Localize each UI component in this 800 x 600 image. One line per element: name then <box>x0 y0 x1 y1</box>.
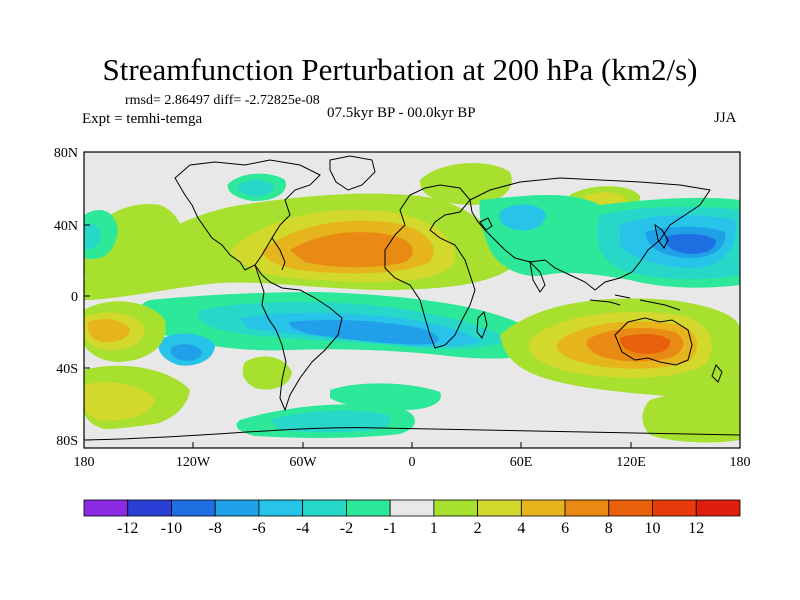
colorbar-swatch <box>564 499 610 517</box>
colorbar-swatch <box>258 499 304 517</box>
colorbar-label: 12 <box>688 520 704 537</box>
period-label: 07.5kyr BP - 00.0kyr BP <box>327 105 476 121</box>
colorbar-swatch <box>520 499 566 517</box>
colorbar-label: 4 <box>517 520 525 537</box>
lon-label-0: 0 <box>409 455 416 470</box>
colorbar-label: 1 <box>430 520 438 537</box>
lon-label-120e: 120E <box>616 455 646 470</box>
lon-label-180e: 180 <box>730 455 751 470</box>
colorbar-swatch <box>477 499 522 517</box>
contour-fill <box>84 162 740 448</box>
colorbar-label: -8 <box>209 520 222 537</box>
lat-label-0: 0 <box>71 290 78 305</box>
colorbar-swatch <box>652 499 697 517</box>
lon-label-180w: 180 <box>74 455 95 470</box>
tick-marks <box>83 151 741 448</box>
lat-label-80s: 80S <box>56 434 78 449</box>
coastlines <box>84 155 740 441</box>
season-label: JJA <box>714 110 737 126</box>
colorbar-swatch <box>127 499 172 517</box>
lon-label-60w: 60W <box>289 455 317 470</box>
colorbar-label: 8 <box>605 520 613 537</box>
lon-label-60e: 60E <box>510 455 533 470</box>
colorbar-label: 10 <box>645 520 661 537</box>
colorbar-swatch <box>171 499 216 517</box>
colorbar-swatch <box>214 499 260 517</box>
colorbar-label: 6 <box>561 520 569 537</box>
colorbar-swatch <box>83 499 129 517</box>
stats-text: rmsd= 2.86497 diff= -2.72825e-08 <box>125 93 320 108</box>
lon-label-120w: 120W <box>176 455 211 470</box>
colorbar-label: -1 <box>383 520 396 537</box>
lat-label-40s: 40S <box>56 362 78 377</box>
colorbar <box>83 499 741 517</box>
colorbar-labels: -12 -10 -8 -6 -4 -2 -1 1 2 4 6 8 10 12 <box>117 520 704 537</box>
colorbar-label: -2 <box>340 520 353 537</box>
colorbar-swatch <box>433 499 479 517</box>
colorbar-swatch <box>345 499 391 517</box>
colorbar-swatch <box>302 499 347 517</box>
colorbar-label: -6 <box>252 520 265 537</box>
colorbar-swatch <box>695 499 741 517</box>
lat-label-80n: 80N <box>54 146 78 161</box>
map-title: Streamfunction Perturbation at 200 hPa (… <box>102 52 698 87</box>
lat-label-40n: 40N <box>54 219 78 234</box>
colorbar-swatch <box>389 499 435 517</box>
colorbar-label: -12 <box>117 520 138 537</box>
experiment-label: Expt = temhi-temga <box>82 111 203 127</box>
colorbar-swatch <box>608 499 653 517</box>
colorbar-label: -4 <box>296 520 309 537</box>
colorbar-label: 2 <box>474 520 482 537</box>
colorbar-label: -10 <box>161 520 182 537</box>
